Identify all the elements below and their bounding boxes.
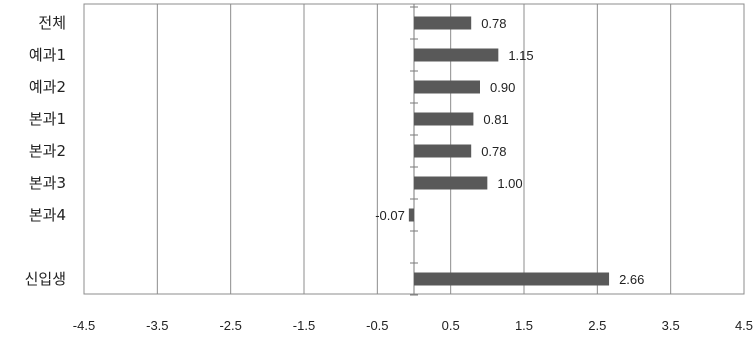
x-tick-label: 2.5 xyxy=(588,318,606,333)
bar xyxy=(414,81,480,94)
category-label: 본과2 xyxy=(29,142,66,160)
x-tick-label: -1.5 xyxy=(293,318,315,333)
value-label: 0.78 xyxy=(481,144,506,159)
bar xyxy=(409,209,414,222)
value-label: 1.15 xyxy=(508,48,533,63)
x-tick-label: -0.5 xyxy=(366,318,388,333)
value-label: 2.66 xyxy=(619,272,644,287)
value-label: -0.07 xyxy=(375,208,405,223)
category-label: 본과4 xyxy=(29,206,66,224)
category-label: 본과3 xyxy=(29,174,66,192)
category-label: 전체 xyxy=(38,14,66,32)
category-label: 예과2 xyxy=(29,78,66,96)
x-tick-label: -2.5 xyxy=(219,318,241,333)
value-label: 0.90 xyxy=(490,80,515,95)
x-tick-label: -3.5 xyxy=(146,318,168,333)
category-label: 본과1 xyxy=(29,110,66,128)
bar xyxy=(414,17,471,30)
x-tick-label: 0.5 xyxy=(442,318,460,333)
bar xyxy=(414,177,487,190)
x-tick-labels: -4.5 -3.5 -2.5 -1.5 -0.5 0.5 1.5 2.5 3.5 4.5 xyxy=(73,318,753,333)
bar xyxy=(414,273,609,286)
x-tick-label: 3.5 xyxy=(662,318,680,333)
value-label: 1.00 xyxy=(497,176,522,191)
category-label: 신입생 xyxy=(25,270,66,288)
bar xyxy=(414,49,498,62)
value-label: 0.81 xyxy=(483,112,508,127)
x-tick-label: 4.5 xyxy=(735,318,753,333)
bar xyxy=(414,145,471,158)
x-tick-label: -4.5 xyxy=(73,318,95,333)
value-label: 0.78 xyxy=(481,16,506,31)
bar xyxy=(414,113,473,126)
category-label: 예과1 xyxy=(29,46,66,64)
x-tick-label: 1.5 xyxy=(515,318,533,333)
